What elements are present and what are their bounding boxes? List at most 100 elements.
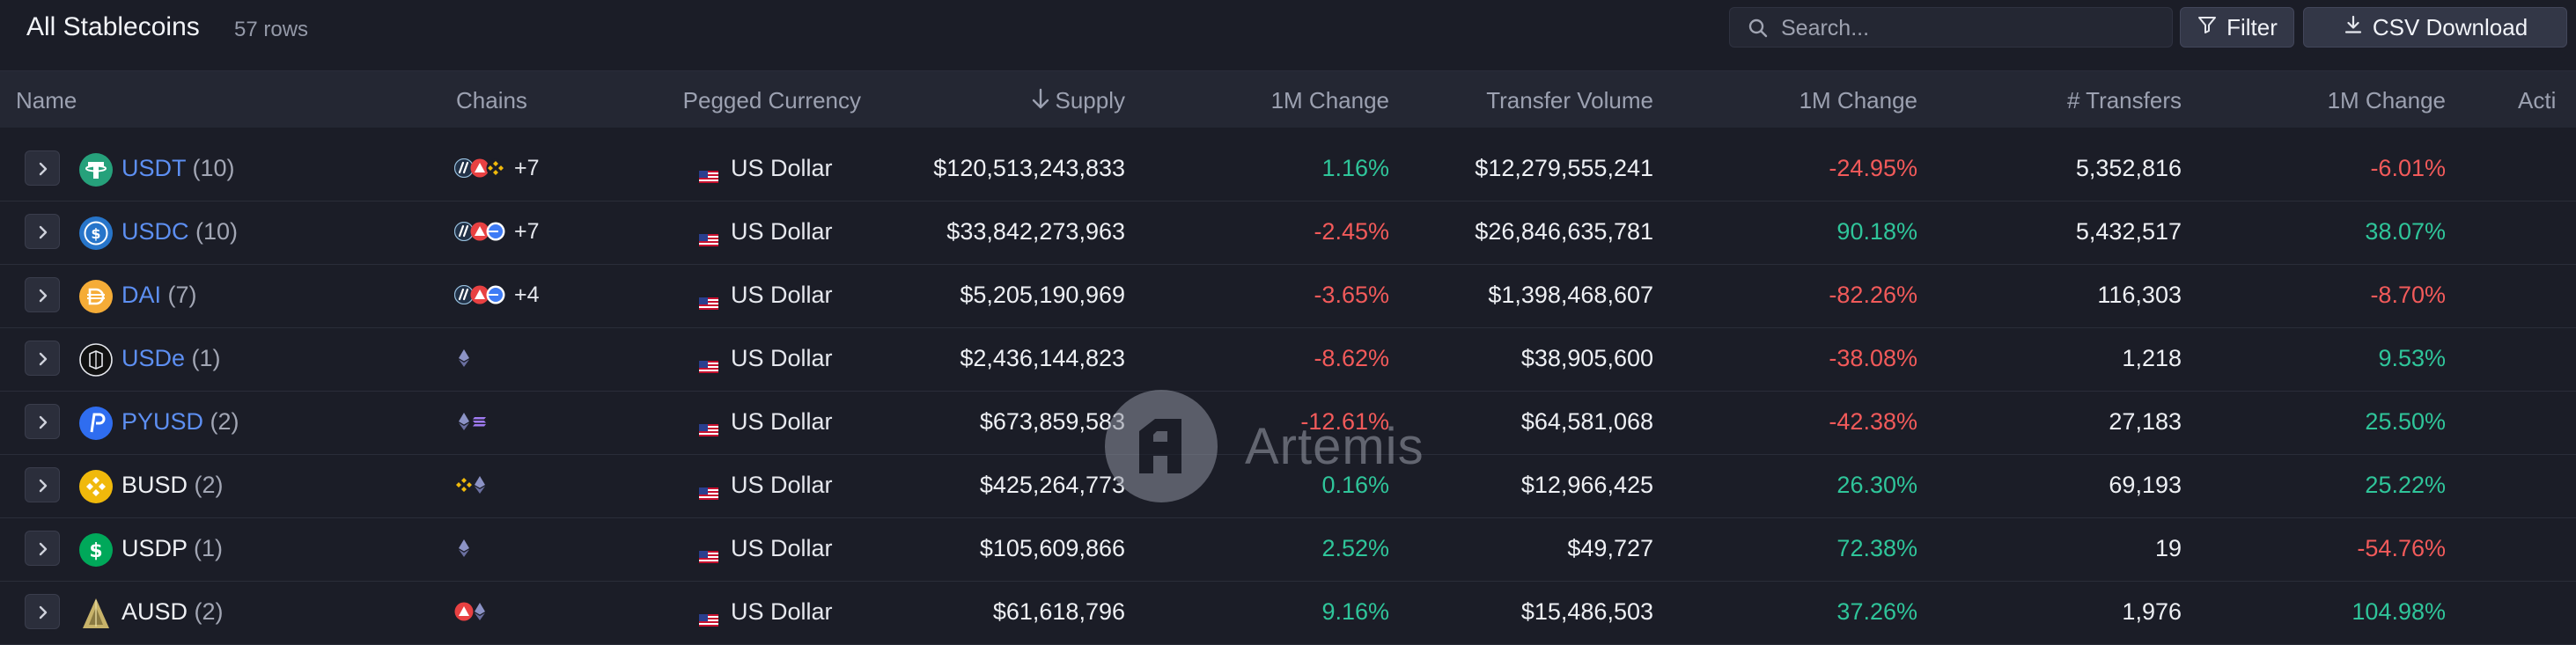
supply-change-value: -8.62%	[1314, 345, 1389, 371]
svg-text:$: $	[91, 225, 100, 242]
table-row[interactable]: $ USDC (10) +7 US Dollar $33,842,273,963 -2.4…	[0, 201, 2576, 265]
volume-change-value: -82.26%	[1829, 282, 1917, 308]
supply-value: $5,205,190,969	[960, 282, 1125, 308]
coin-name: BUSD (2)	[121, 472, 224, 499]
expand-row-button[interactable]	[25, 150, 60, 186]
pyusd-icon	[79, 407, 113, 440]
us-flag-icon	[699, 479, 718, 500]
pegged-currency: US Dollar	[699, 535, 833, 563]
expand-row-button[interactable]	[25, 404, 60, 439]
transfers-change-value: -8.70%	[2370, 282, 2446, 308]
column-header-supply[interactable]: Supply	[968, 87, 1125, 117]
expand-row-button[interactable]	[25, 341, 60, 376]
svg-text:$: $	[89, 540, 102, 562]
ethereum-icon	[459, 413, 469, 430]
supply-change-value: 2.52%	[1321, 535, 1389, 561]
coin-name[interactable]: USDT (10)	[121, 155, 235, 182]
column-header-name[interactable]: Name	[16, 87, 77, 114]
table-row[interactable]: BUSD (2) US Dollar $425,264,773 0.16% $12,96…	[0, 454, 2576, 518]
transfers-change-value: 104.98%	[2352, 598, 2446, 625]
table-row[interactable]: PYUSD (2) US Dollar $673,859,583 -12.61% $64…	[0, 391, 2576, 455]
us-flag-icon	[699, 415, 718, 436]
filter-icon	[2197, 14, 2218, 41]
currency-name: US Dollar	[731, 598, 833, 625]
expand-row-button[interactable]	[25, 277, 60, 312]
currency-name: US Dollar	[731, 535, 833, 561]
coin-symbol[interactable]: USDC	[121, 218, 189, 245]
transfers-value: 116,303	[2097, 282, 2182, 308]
transfers-change-value: 25.22%	[2365, 472, 2446, 498]
pegged-currency: US Dollar	[699, 408, 833, 436]
more-chains-count: +4	[514, 282, 540, 307]
column-header-transfers-1m-change[interactable]: 1M Change	[2327, 87, 2446, 114]
table-row[interactable]: DAI (7) +4 US Dollar $5,205,190,969 -3.65% $1…	[0, 264, 2576, 328]
coin-symbol[interactable]: USDe	[121, 345, 186, 371]
busd-icon	[79, 470, 113, 503]
column-header-volume-1m-change[interactable]: 1M Change	[1799, 87, 1917, 114]
coin-symbol: BUSD	[121, 472, 188, 498]
coin-chain-count: (1)	[194, 535, 224, 561]
coin-name[interactable]: PYUSD (2)	[121, 408, 239, 436]
arbitrum-icon	[454, 285, 474, 304]
avalanche-icon	[454, 602, 474, 621]
coin-symbol[interactable]: DAI	[121, 282, 162, 308]
coin-name[interactable]: USDC (10)	[121, 218, 238, 246]
coin-name[interactable]: USDe (1)	[121, 345, 221, 372]
table-row[interactable]: USDT (10) +7 US Dollar $120,513,243,833 1.16…	[0, 137, 2576, 202]
csv-download-button[interactable]: CSV Download	[2303, 7, 2567, 48]
expand-row-button[interactable]	[25, 214, 60, 249]
column-header-transfers[interactable]: # Transfers	[2066, 87, 2182, 114]
currency-name: US Dollar	[731, 345, 833, 371]
search-box[interactable]	[1729, 7, 2173, 48]
pegged-currency: US Dollar	[699, 282, 833, 310]
solana-icon	[470, 412, 489, 431]
us-flag-icon	[699, 352, 718, 373]
expand-row-button[interactable]	[25, 594, 60, 629]
arbitrum-icon	[454, 222, 474, 241]
us-flag-icon	[699, 225, 718, 246]
currency-name: US Dollar	[731, 155, 833, 181]
search-input[interactable]	[1779, 15, 2161, 41]
transfers-change-value: 25.50%	[2365, 408, 2446, 435]
column-header-transfer-volume[interactable]: Transfer Volume	[1486, 87, 1653, 114]
transfers-value: 27,183	[2109, 408, 2182, 435]
usdc-icon: $	[79, 216, 113, 250]
coin-name: USDP (1)	[121, 535, 223, 562]
column-header-chains[interactable]: Chains	[456, 87, 527, 114]
column-header-pegged-currency[interactable]: Pegged Currency	[682, 87, 861, 114]
tether-icon	[79, 153, 113, 187]
transfer-volume-value: $64,581,068	[1520, 408, 1653, 435]
filter-button[interactable]: Filter	[2180, 7, 2294, 48]
transfers-value: 1,976	[2122, 598, 2182, 625]
artemis-watermark: Artemis	[1104, 389, 1474, 503]
coin-symbol[interactable]: PYUSD	[121, 408, 204, 435]
column-header-active[interactable]: Acti	[2518, 87, 2557, 114]
ausd-icon	[79, 597, 113, 630]
transfers-value: 19	[2154, 535, 2182, 561]
avalanche-icon	[470, 158, 489, 178]
coin-symbol[interactable]: USDT	[121, 155, 187, 181]
ethereum-icon	[475, 476, 485, 494]
transfers-value: 1,218	[2122, 345, 2182, 371]
volume-change-value: 72.38%	[1836, 535, 1917, 561]
coin-symbol: AUSD	[121, 598, 188, 625]
sort-down-icon	[1031, 88, 1050, 117]
supply-change-value: -2.45%	[1314, 218, 1389, 245]
coin-name[interactable]: DAI (7)	[121, 282, 197, 309]
table-row[interactable]: AUSD (2) US Dollar $61,618,796 9.16% $15,486…	[0, 581, 2576, 645]
column-header-supply-1m-change[interactable]: 1M Change	[1270, 87, 1389, 114]
bnb-icon	[454, 475, 474, 495]
usdp-icon: $	[79, 533, 113, 567]
dai-icon	[79, 280, 113, 313]
row-count: 57 rows	[234, 18, 309, 41]
table-row[interactable]: USDe (1) US Dollar $2,436,144,823 -8.62% $38…	[0, 327, 2576, 392]
expand-row-button[interactable]	[25, 531, 60, 566]
expand-row-button[interactable]	[25, 467, 60, 502]
page-title: All Stablecoins	[26, 12, 200, 41]
coin-chain-count: (2)	[194, 598, 224, 625]
transfers-change-value: -6.01%	[2370, 155, 2446, 181]
table-row[interactable]: $ USDP (1) US Dollar $105,609,866 2.52% $49,7…	[0, 517, 2576, 582]
csv-download-label: CSV Download	[2372, 13, 2528, 40]
us-flag-icon	[699, 605, 718, 627]
coin-chain-count: (10)	[195, 218, 239, 245]
